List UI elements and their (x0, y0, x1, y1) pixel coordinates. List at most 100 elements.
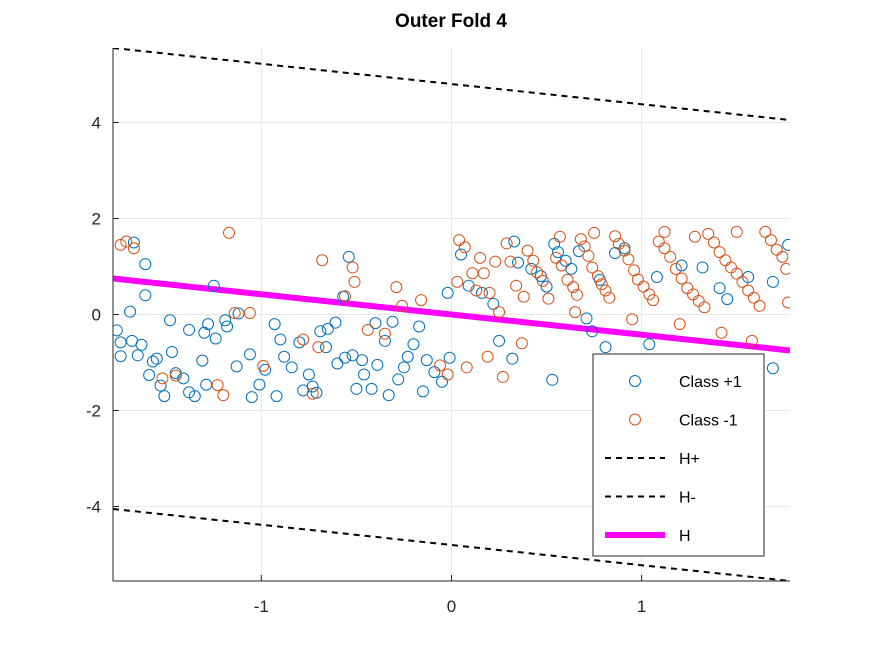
class-plus1-point (525, 262, 538, 275)
class-plus1-point (165, 345, 178, 358)
class-minus1-point (223, 226, 236, 239)
class-plus1-point (696, 261, 709, 274)
class-minus1-point (658, 242, 671, 255)
class-minus1-point (316, 254, 329, 267)
class-minus1-point (228, 307, 241, 320)
class-minus1-point (542, 292, 555, 305)
class-minus1-point (669, 262, 682, 275)
class-minus1-point (434, 359, 447, 372)
h-plus-line (113, 48, 790, 122)
class-plus1-point (546, 373, 559, 386)
class-minus1-point (658, 225, 671, 238)
class-minus1-point (643, 288, 656, 301)
class-minus1-point (647, 294, 660, 307)
class-minus1-point (114, 238, 127, 251)
class-plus1-point (270, 390, 283, 403)
class-plus1-point (198, 326, 211, 339)
legend-class-plus1-label: Class +1 (679, 374, 742, 391)
class-minus1-point (493, 306, 506, 319)
class-minus1-point (521, 244, 534, 257)
class-plus1-point (139, 289, 152, 302)
class-minus1-point (618, 244, 631, 257)
class-minus1-point (553, 230, 566, 243)
class-plus1-point (420, 354, 433, 367)
class-minus1-point (745, 334, 758, 347)
class-plus1-point (158, 390, 171, 403)
class-plus1-point (475, 286, 488, 299)
class-plus1-point (139, 258, 152, 271)
class-plus1-point (253, 378, 266, 391)
class-minus1-point (698, 301, 711, 314)
class-plus1-point (114, 336, 127, 349)
class-plus1-point (397, 361, 410, 374)
class-plus1-point (350, 382, 363, 395)
y-tick-label: -4 (86, 498, 101, 517)
class-minus1-point (753, 299, 766, 312)
class-minus1-point (574, 233, 587, 246)
class-plus1-point (188, 390, 201, 403)
class-plus1-point (378, 334, 391, 347)
h-minus-line (113, 507, 790, 581)
class-plus1-point (321, 322, 334, 335)
class-minus1-point (361, 323, 374, 336)
class-plus1-point (342, 250, 355, 263)
class-minus1-point (460, 361, 473, 374)
class-minus1-point (211, 379, 224, 392)
class-plus1-point (346, 349, 359, 362)
class-plus1-point (586, 325, 599, 338)
class-minus1-point (527, 254, 540, 267)
class-plus1-point (540, 280, 553, 293)
class-minus1-point (702, 227, 715, 240)
h-line (113, 275, 790, 354)
class-plus1-point (245, 391, 258, 404)
class-minus1-point (127, 242, 140, 255)
class-minus1-point (517, 290, 530, 303)
class-minus1-point (571, 288, 584, 301)
class-minus1-point (489, 255, 502, 268)
class-minus1-point (586, 261, 599, 274)
class-plus1-point (146, 355, 159, 368)
class-minus1-point (588, 226, 601, 239)
class-plus1-point (443, 351, 456, 364)
class-minus1-point (780, 262, 790, 275)
class-plus1-point (650, 271, 663, 284)
legend-class-plus1-marker (629, 375, 641, 387)
class-plus1-point (202, 318, 215, 331)
class-minus1-point (664, 250, 677, 263)
class-plus1-point (382, 389, 395, 402)
class-minus1-point (515, 337, 528, 350)
class-plus1-point (512, 256, 525, 269)
class-minus1-point (474, 251, 487, 264)
class-minus1-point (569, 306, 582, 319)
class-plus1-point (135, 338, 148, 351)
y-tick-label: 0 (92, 306, 101, 325)
class-plus1-point (386, 315, 399, 328)
class-minus1-point (243, 307, 256, 320)
class-minus1-point (730, 267, 743, 280)
class-minus1-point (764, 234, 777, 247)
legend-h-plus-label: H+ (679, 451, 700, 468)
class-minus1-point (390, 281, 403, 294)
class-plus1-point (356, 354, 369, 367)
class-plus1-point (675, 259, 688, 272)
class-minus1-point (396, 299, 409, 312)
class-minus1-point (776, 250, 789, 263)
class-plus1-point (183, 323, 196, 336)
legend-class-minus1-label: Class -1 (679, 413, 738, 430)
class-minus1-point (348, 275, 361, 288)
class-minus1-point (477, 267, 490, 280)
class-plus1-point (219, 314, 232, 327)
x-tick-label: 1 (637, 597, 646, 616)
class-plus1-point (369, 317, 382, 330)
class-minus1-point (306, 387, 319, 400)
legend-box (592, 353, 765, 557)
class-minus1-point (504, 255, 517, 268)
class-plus1-point (551, 246, 564, 259)
class-minus1-point (782, 296, 790, 309)
class-minus1-point (759, 225, 772, 238)
class-minus1-point (483, 286, 496, 299)
class-plus1-point (114, 350, 127, 363)
class-minus1-point (481, 350, 494, 363)
class-plus1-point (493, 334, 506, 347)
